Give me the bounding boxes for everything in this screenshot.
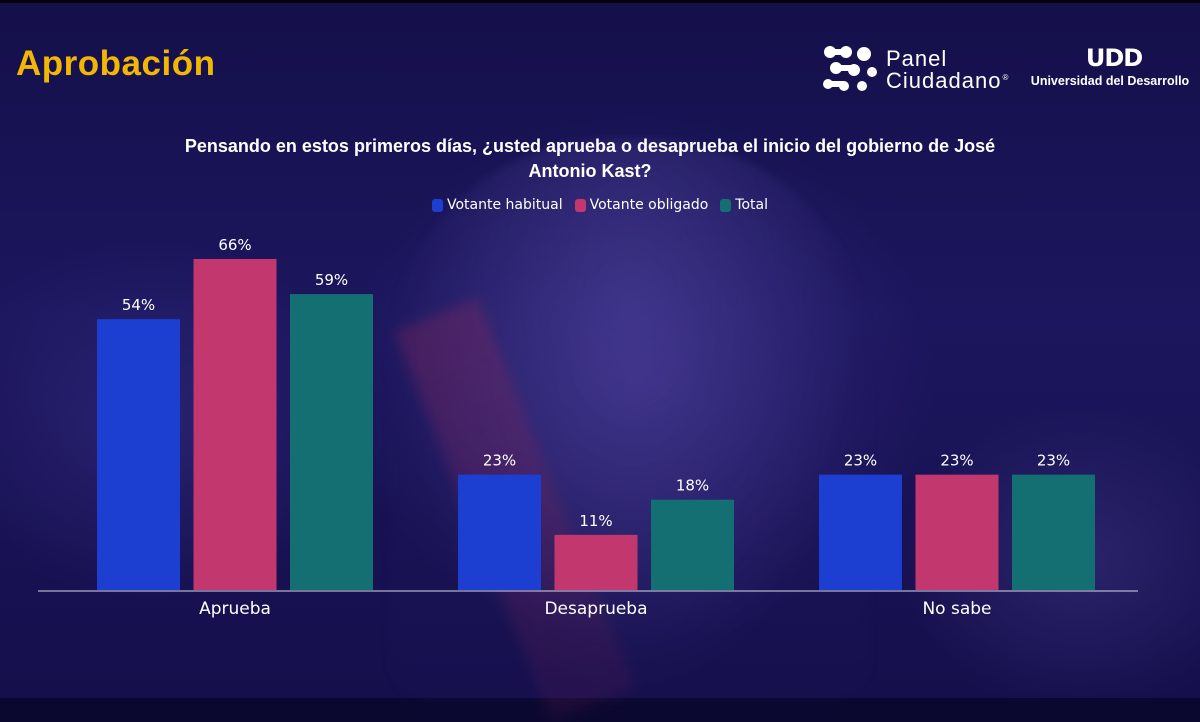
udd-logo: UDD Universidad del Desarrollo <box>1030 44 1190 94</box>
data-label-no-sabe-series-1: 23% <box>940 452 973 470</box>
legend-swatch-votante-obligado <box>574 198 586 212</box>
panel-ciudadano-logo-icon <box>823 46 877 91</box>
data-label-desaprueba-series-1: 11% <box>579 512 612 530</box>
data-label-no-sabe-series-2: 23% <box>1037 452 1070 470</box>
category-label-desaprueba: Desaprueba <box>544 599 647 619</box>
data-label-aprueba-series-1: 66% <box>218 236 251 254</box>
legend-label-total: Total <box>735 197 768 213</box>
legend-item-votante-obligado: Votante obligado <box>574 197 709 213</box>
bar-no-sabe-series-0 <box>819 474 902 590</box>
bar-aprueba-series-2 <box>290 294 373 590</box>
top-border <box>0 0 1200 3</box>
legend-item-total: Total <box>720 197 768 213</box>
data-label-desaprueba-series-0: 23% <box>483 452 516 470</box>
chart-legend: Votante habitual Votante obligado Total <box>0 197 1200 213</box>
background-figure <box>390 140 870 700</box>
udd-logo-text: Universidad del Desarrollo <box>1030 74 1190 88</box>
legend-label-votante-obligado: Votante obligado <box>589 197 709 213</box>
bar-desaprueba-series-2 <box>651 499 734 590</box>
data-label-aprueba-series-0: 54% <box>122 296 155 314</box>
chart-question: Pensando en estos primeros días, ¿usted … <box>184 136 996 181</box>
data-label-no-sabe-series-0: 23% <box>844 452 877 470</box>
category-label-aprueba: Aprueba <box>199 599 271 619</box>
panel-ciudadano-line1: Panel <box>886 46 948 71</box>
bar-aprueba-series-1 <box>193 259 277 590</box>
legend-item-votante-habitual: Votante habitual <box>431 197 563 213</box>
bar-aprueba-series-0 <box>97 319 180 590</box>
data-label-desaprueba-series-2: 18% <box>676 477 709 495</box>
panel-ciudadano-logo: Panel Ciudadano® <box>820 44 1020 94</box>
registered-mark: ® <box>1002 72 1010 82</box>
bar-no-sabe-series-2 <box>1012 474 1095 590</box>
bar-desaprueba-series-1 <box>554 534 638 590</box>
legend-swatch-total <box>720 198 732 212</box>
legend-swatch-votante-habitual <box>431 198 443 212</box>
udd-logo-mark: UDD <box>1085 44 1143 72</box>
bar-no-sabe-series-1 <box>915 474 999 590</box>
bar-desaprueba-series-0 <box>458 474 541 590</box>
panel-ciudadano-word: Ciudadano <box>886 68 1002 93</box>
bar-chart: 54% 66% 59% Aprueba 23% 11% 18% Desaprueba 23% 23… <box>38 236 1138 619</box>
category-label-no-sabe: No sabe <box>922 599 991 619</box>
panel-ciudadano-line2: Ciudadano® <box>886 68 1009 94</box>
data-label-aprueba-series-2: 59% <box>315 271 348 289</box>
page-title: Aprobación <box>16 44 216 83</box>
legend-label-votante-habitual: Votante habitual <box>446 197 563 213</box>
